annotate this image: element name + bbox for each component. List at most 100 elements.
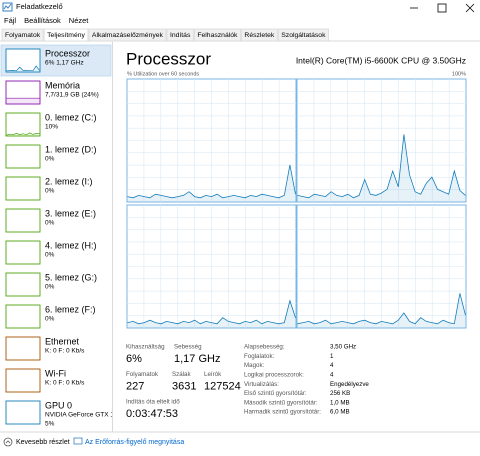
- graph-line: [6, 132, 40, 136]
- sidebar-item[interactable]: 2. lemez (I:) 0%: [5, 176, 93, 201]
- sidebar-item[interactable]: Ethernet K: 0 F: 0 Kb/s: [5, 336, 85, 361]
- spec-label: Első szintű gyorsítótár:: [244, 390, 307, 397]
- tab-label[interactable]: Indítás: [170, 32, 191, 39]
- sidebar-name: 4. lemez (H:): [45, 240, 97, 250]
- maximize-button[interactable]: [437, 3, 447, 13]
- tab-label[interactable]: Teljesítmény: [47, 32, 85, 39]
- sidebar-detail: NVIDIA GeForce GTX 10: [45, 412, 118, 419]
- resource-monitor-link[interactable]: Az Erőforrás-figyelő megnyitása: [85, 439, 184, 446]
- sidebar-detail: 10%: [45, 124, 58, 131]
- tab-label[interactable]: Alkalmazáselőzmények: [92, 32, 164, 39]
- graph-area: [127, 300, 296, 328]
- tab[interactable]: [166, 28, 194, 42]
- window-title: Feladatkezelő: [16, 2, 63, 11]
- spec-label: Harmadik szintű gyorsítótár:: [244, 409, 321, 416]
- core-graph: [296, 204, 467, 329]
- sidebar-detail: 0%: [45, 252, 55, 259]
- sidebar-item[interactable]: GPU 0 NVIDIA GeForce GTX 10 5%: [5, 400, 118, 428]
- sidebar-detail: K: 0 F: 0 Kb/s: [45, 348, 85, 355]
- graph-label: % Utilization over 60 seconds: [127, 71, 199, 77]
- spec-value: 4: [330, 362, 334, 369]
- app-icon-line: [3, 3, 12, 10]
- spec-label: Magok:: [244, 362, 265, 369]
- stat-value: 6%: [126, 353, 142, 365]
- graph-max: 100%: [452, 71, 466, 77]
- tab[interactable]: [1, 28, 44, 42]
- spec-value: 1: [330, 353, 334, 360]
- spec-value: 4: [330, 372, 334, 379]
- stat-value: 127524: [204, 380, 241, 392]
- stat-label: Indítás óta eltelt idő: [126, 399, 180, 406]
- sidebar-detail: 0%: [45, 284, 55, 291]
- spec-label: Második szintű gyorsítótár:: [244, 399, 318, 406]
- sidebar-name: Processzor: [45, 48, 90, 58]
- sidebar-name: Ethernet: [45, 336, 80, 346]
- stat-label: Leírók: [204, 371, 222, 378]
- thumbnail: [5, 400, 41, 425]
- graph-line: [297, 134, 466, 199]
- tab-label[interactable]: Szolgáltatások: [281, 32, 326, 39]
- graph-line: [6, 65, 40, 72]
- tab-label[interactable]: Felhasználók: [197, 32, 238, 39]
- thumbnail: [5, 208, 41, 233]
- spec-value: 1,0 MB: [330, 399, 350, 406]
- sidebar-item[interactable]: 4. lemez (H:) 0%: [5, 240, 97, 265]
- thumbnail: [5, 304, 41, 329]
- thumbnail: [5, 144, 41, 169]
- tab-label[interactable]: Folyamatok: [5, 32, 41, 39]
- graph-line: [127, 164, 296, 199]
- stat-label: Folyamatok: [126, 371, 159, 378]
- tab-active[interactable]: [43, 28, 89, 42]
- thumbnail: [5, 112, 41, 137]
- sidebar-item[interactable]: Memória 7,7/31,9 GB (24%): [5, 80, 99, 105]
- stat-label: Kihasználtság: [126, 344, 165, 351]
- core-graph: [126, 78, 297, 203]
- sidebar-item[interactable]: 3. lemez (E:) 0%: [5, 208, 96, 233]
- menu-item[interactable]: Fájl: [4, 16, 16, 25]
- menu-item[interactable]: Beállítások: [24, 16, 61, 25]
- graph-line: [127, 299, 296, 325]
- thumbnail: [5, 368, 41, 393]
- sidebar: Processzor 6% 1,17 GHz Memória 7,7/31,9 GB …: [0, 44, 118, 428]
- less-details-link[interactable]: Kevesebb részlet: [16, 439, 70, 446]
- graph-area: [6, 98, 40, 104]
- tab-label[interactable]: Részletek: [244, 32, 274, 39]
- sidebar-item[interactable]: 1. lemez (D:) 0%: [5, 144, 97, 169]
- less-details-chevron: [5, 440, 11, 444]
- sidebar-item[interactable]: Wi-Fi K: 0 F: 0 Kb/s: [5, 368, 85, 393]
- spec-label: Foglalatok:: [244, 353, 275, 360]
- sidebar-item[interactable]: Processzor 6% 1,17 GHz: [5, 48, 90, 73]
- sidebar-name: 1. lemez (D:): [45, 144, 97, 154]
- sidebar-name: 2. lemez (I:): [45, 176, 93, 186]
- sidebar-item[interactable]: 0. lemez (C:) 10%: [5, 112, 97, 137]
- graph-line: [297, 293, 466, 325]
- tab[interactable]: [88, 28, 167, 42]
- sidebar-detail: 0%: [45, 316, 55, 323]
- graph-area: [6, 132, 40, 136]
- tab[interactable]: [193, 28, 241, 42]
- stat-value: 3631: [172, 380, 196, 392]
- sidebar-item[interactable]: 5. lemez (G:) 0%: [5, 272, 97, 297]
- thumbnail: [5, 272, 41, 297]
- spec-value: 3,50 GHz: [330, 344, 356, 351]
- menu-item[interactable]: Nézet: [69, 16, 90, 25]
- sidebar-name: 6. lemez (F:): [45, 304, 96, 314]
- thumbnail: [5, 336, 41, 361]
- graph-area: [297, 134, 466, 202]
- sidebar-name: Memória: [45, 80, 80, 90]
- core-graph: [296, 78, 467, 203]
- tab[interactable]: [241, 28, 278, 42]
- less-details-icon[interactable]: [3, 437, 13, 447]
- core-graph: [126, 204, 297, 329]
- sidebar-detail: 0%: [45, 188, 55, 195]
- thumbnail: [5, 48, 41, 73]
- sidebar-name: GPU 0: [45, 400, 72, 410]
- spec-value: 6,0 MB: [330, 409, 350, 416]
- tab[interactable]: [277, 28, 329, 42]
- spec-label: Logikai processzorok:: [244, 372, 304, 379]
- monitor-icon: [73, 437, 83, 445]
- sidebar-item[interactable]: 6. lemez (F:) 0%: [5, 304, 96, 329]
- spec-value: 256 KB: [330, 390, 350, 397]
- close-button[interactable]: [465, 3, 475, 13]
- thumbnail: [5, 176, 41, 201]
